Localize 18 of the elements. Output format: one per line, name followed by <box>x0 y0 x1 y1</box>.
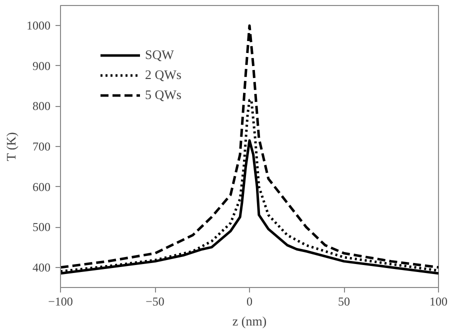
line-series <box>60 24 438 269</box>
y-tick-label: 900 <box>32 58 50 73</box>
y-tick-label: 600 <box>32 180 50 194</box>
x-axis-title: z (nm) <box>232 314 267 328</box>
x-tick-label: 100 <box>430 294 448 308</box>
y-axis-title: T (K) <box>4 132 18 162</box>
y-tick-label: 1000 <box>26 18 50 33</box>
legend-label: 5 QWs <box>145 87 182 103</box>
x-tick-label: 0 <box>246 294 252 308</box>
legend-label: 2 QWs <box>145 67 182 83</box>
y-tick-label: 500 <box>32 220 50 234</box>
x-tick-label: −50 <box>146 294 164 308</box>
y-tick-label: 800 <box>32 99 50 114</box>
x-tick-label: 50 <box>338 294 350 308</box>
y-tick-label: 700 <box>32 140 50 154</box>
x-tick-label: −100 <box>48 294 73 308</box>
legend-label: SQW <box>145 47 174 63</box>
y-tick-label: 400 <box>32 260 50 274</box>
